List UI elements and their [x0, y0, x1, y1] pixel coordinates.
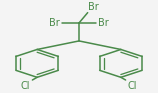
Text: Br: Br [98, 18, 109, 28]
Text: Cl: Cl [21, 81, 30, 91]
Text: Br: Br [49, 18, 60, 28]
Text: Br: Br [88, 2, 99, 12]
Text: Cl: Cl [128, 81, 137, 91]
